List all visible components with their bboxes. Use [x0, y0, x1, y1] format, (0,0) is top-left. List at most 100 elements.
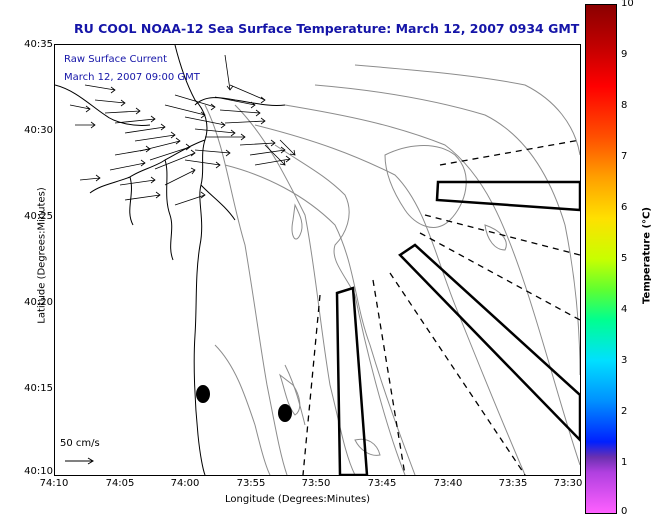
x-axis-label: Longitude (Degrees:Minutes) [225, 494, 371, 505]
colorbar-tick: 5 [621, 253, 628, 264]
map-plot-area[interactable]: Raw Surface Current March 12, 2007 09:00… [54, 44, 581, 476]
contour-line [354, 64, 580, 156]
current-vector [109, 159, 146, 171]
contour-line [284, 104, 580, 466]
current-vector [124, 191, 161, 201]
current-vector [174, 94, 216, 111]
current-vector [184, 159, 221, 169]
current-vector [75, 121, 96, 129]
transect-line [439, 139, 580, 166]
x-tick-label: 73:45 [367, 478, 397, 489]
x-tick-label: 73:50 [301, 478, 331, 489]
current-vector [139, 137, 181, 152]
y-tick-label: 40:35 [24, 39, 53, 50]
current-vector [184, 116, 226, 129]
current-vector [205, 133, 246, 141]
x-tick-label: 74:05 [105, 478, 135, 489]
map-svg [55, 45, 580, 475]
x-tick-label: 73:30 [553, 478, 583, 489]
current-vector [79, 174, 101, 182]
transect-line [424, 214, 580, 256]
temperature-colorbar [585, 4, 617, 514]
contour-line [384, 145, 467, 228]
current-vector [154, 149, 196, 170]
transect-line [302, 294, 321, 475]
current-vector [114, 115, 156, 124]
contour-line [204, 104, 288, 475]
coast-line [129, 176, 134, 226]
colorbar-tick: 6 [621, 202, 628, 213]
current-vector [194, 128, 236, 137]
contour-line [484, 224, 507, 251]
y-axis-label: Latitude (Degrees:Minutes) [36, 187, 48, 324]
current-vector [104, 107, 141, 115]
x-tick-label: 74:10 [39, 478, 69, 489]
colorbar-tick: 3 [621, 355, 628, 366]
y-tick-label: 40:10 [24, 466, 53, 477]
transect-line [389, 272, 526, 475]
station-marker[interactable] [196, 385, 210, 403]
y-tick-label: 40:20 [24, 297, 53, 308]
contour-line [314, 84, 580, 376]
current-vector [114, 145, 151, 156]
study-box [335, 286, 369, 475]
contour-line [224, 164, 416, 475]
current-vector [174, 191, 206, 206]
chart-title: RU COOL NOAA-12 Sea Surface Temperature:… [74, 21, 580, 36]
contour-line [284, 364, 306, 426]
colorbar-tick: 4 [621, 304, 628, 315]
y-tick-label: 40:30 [24, 125, 53, 136]
current-vector [124, 123, 166, 134]
bathymetry-contours [204, 64, 580, 475]
current-vectors [69, 54, 296, 206]
current-vector [224, 54, 234, 91]
current-vector [249, 146, 286, 156]
current-vector [84, 84, 116, 94]
coast-line [174, 45, 208, 475]
scale-arrow [65, 457, 94, 465]
current-vector [69, 104, 91, 113]
study-boxes [335, 180, 580, 475]
colorbar-tick: 0 [621, 506, 628, 517]
current-vector [219, 109, 261, 117]
transect-line [372, 279, 406, 475]
x-tick-label: 73:35 [498, 478, 528, 489]
current-vector [224, 117, 266, 125]
colorbar-tick: 9 [621, 49, 628, 60]
study-box [435, 180, 580, 212]
contour-line [279, 373, 301, 416]
colorbar-tick: 7 [621, 151, 628, 162]
current-vector [164, 167, 196, 186]
x-tick-label: 74:00 [170, 478, 200, 489]
current-vector [134, 131, 176, 142]
colorbar-tick: 10 [621, 0, 634, 9]
coast-line [164, 159, 174, 261]
study-box [398, 243, 580, 442]
x-tick-label: 73:40 [433, 478, 463, 489]
current-vector [119, 176, 156, 186]
colorbar-tick: 1 [621, 457, 628, 468]
coast-line [194, 97, 286, 106]
y-tick-label: 40:15 [24, 383, 53, 394]
colorbar-tick: 2 [621, 406, 628, 417]
current-vector [194, 149, 231, 157]
x-tick-label: 73:55 [236, 478, 266, 489]
colorbar-title: Temperature (°C) [641, 207, 651, 304]
current-vector [164, 104, 206, 119]
current-vector [264, 144, 286, 166]
coast-line [89, 139, 206, 194]
contour-line [291, 203, 303, 240]
current-vector [239, 139, 276, 147]
contour-line [354, 438, 381, 456]
station-marker[interactable] [278, 404, 292, 422]
transect-lines [302, 139, 580, 475]
current-vector [279, 139, 296, 156]
scale-arrow-label: 50 cm/s [60, 438, 100, 449]
coastline [55, 45, 286, 475]
coast-line [55, 84, 151, 126]
current-vector [214, 96, 256, 109]
transect-line [419, 232, 580, 321]
overlay-label-time: March 12, 2007 09:00 GMT [64, 72, 200, 83]
overlay-label-title: Raw Surface Current [64, 54, 168, 65]
contour-line [274, 144, 406, 475]
